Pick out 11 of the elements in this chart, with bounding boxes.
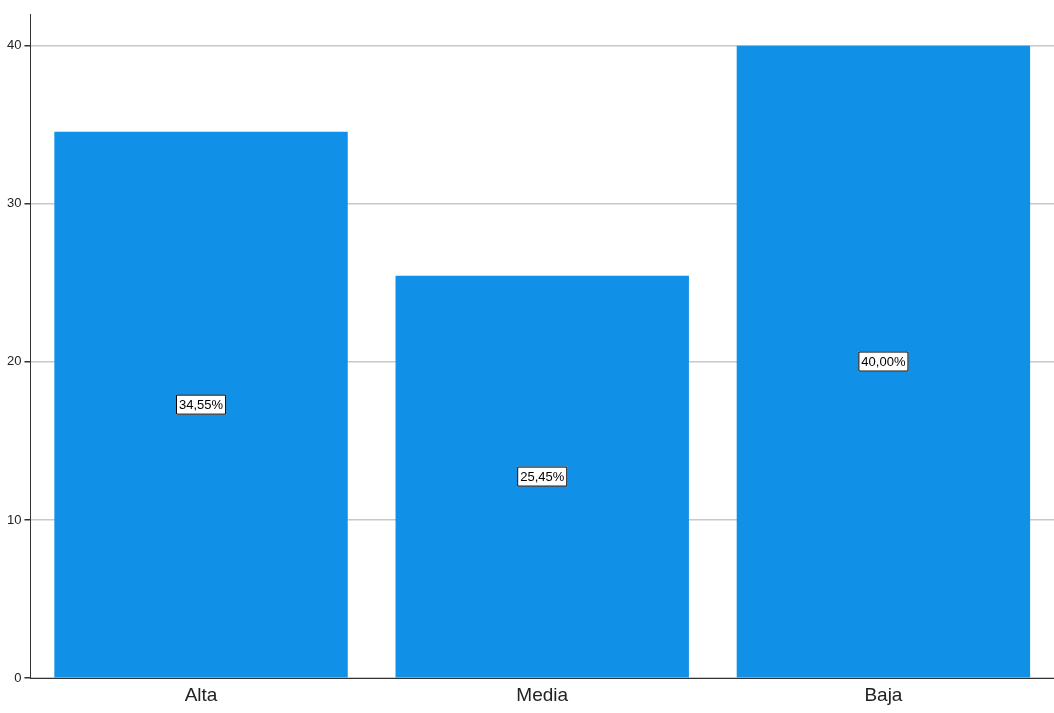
y-tick-label: 20 xyxy=(6,353,22,369)
data-label: 34,55% xyxy=(179,397,224,413)
data-label: 40,00% xyxy=(861,354,906,370)
x-tick-label: Media xyxy=(516,683,569,705)
y-tick-label: 30 xyxy=(6,195,22,211)
y-tick-label: 0 xyxy=(14,669,22,685)
x-tick-label: Alta xyxy=(184,683,218,705)
x-tick-label: Baja xyxy=(864,683,903,705)
y-tick-label: 10 xyxy=(6,511,22,527)
data-label: 25,45% xyxy=(520,469,565,485)
y-tick-label: 40 xyxy=(6,37,22,53)
